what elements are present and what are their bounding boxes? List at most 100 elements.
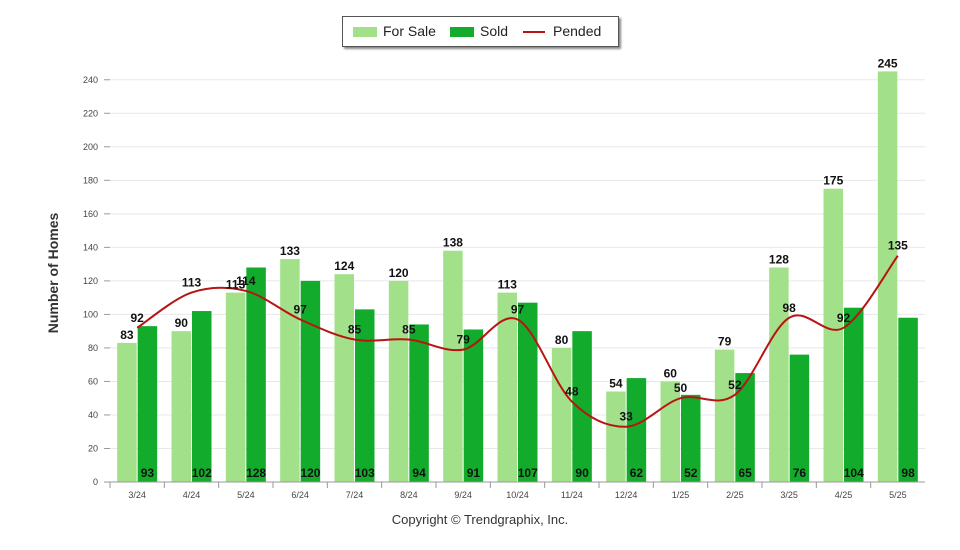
label-for-sale: 245 <box>878 56 898 70</box>
label-sold: 90 <box>575 466 589 480</box>
pended-line <box>136 255 899 428</box>
bar-for-sale <box>769 267 789 482</box>
bar-sold <box>898 317 918 482</box>
x-tick-label: 2/25 <box>726 490 744 500</box>
label-for-sale: 128 <box>769 252 789 266</box>
label-for-sale: 138 <box>443 236 463 250</box>
bar-for-sale <box>606 391 626 482</box>
y-tick-label: 80 <box>88 343 98 353</box>
x-tick-label: 3/25 <box>780 490 798 500</box>
label-for-sale: 83 <box>120 328 134 342</box>
bar-sold <box>735 373 755 482</box>
label-sold: 94 <box>412 466 426 480</box>
pended-line-path <box>136 255 899 428</box>
label-pended: 135 <box>888 239 908 253</box>
bar-sold <box>681 394 701 482</box>
label-sold: 93 <box>141 466 155 480</box>
bar-sold <box>463 329 484 482</box>
data-labels: 83 93 90 102 113 128 133 120 124 103 120 94 138 91 113… <box>120 56 915 480</box>
x-tick-label: 5/25 <box>889 490 907 500</box>
label-pended: 92 <box>130 311 144 325</box>
y-tick-label: 60 <box>88 376 98 386</box>
legend-swatch-pended <box>523 31 545 33</box>
bar-sold <box>137 326 158 482</box>
y-axis: 0 20 40 60 80 100 120 140 160 180 200 220 240 <box>83 75 110 487</box>
label-sold: 120 <box>300 466 320 480</box>
bar-for-sale <box>280 259 300 482</box>
bar-sold <box>192 311 212 482</box>
label-sold: 62 <box>630 466 644 480</box>
label-sold: 102 <box>192 466 212 480</box>
x-tick-label: 8/24 <box>400 490 418 500</box>
y-tick-label: 200 <box>83 142 98 152</box>
y-tick-label: 20 <box>88 443 98 453</box>
bar-for-sale <box>225 292 246 482</box>
label-sold: 104 <box>844 466 864 480</box>
bar-for-sale <box>117 342 137 482</box>
x-axis: 3/24 4/24 5/24 6/24 7/24 8/24 9/24 10/24 11/24 12… <box>104 481 925 500</box>
x-tick-label: 9/24 <box>454 490 472 500</box>
x-tick-label: 12/24 <box>615 490 638 500</box>
y-tick-label: 40 <box>88 410 98 420</box>
x-tick-label: 11/24 <box>561 490 583 500</box>
y-tick-label: 120 <box>83 276 98 286</box>
label-sold: 91 <box>467 466 481 480</box>
label-pended: 33 <box>619 410 633 424</box>
label-pended: 98 <box>782 301 796 315</box>
label-for-sale: 80 <box>555 333 569 347</box>
legend-swatch-sold <box>450 27 474 37</box>
bar-for-sale <box>334 274 354 482</box>
label-for-sale: 60 <box>664 366 678 380</box>
y-tick-label: 0 <box>93 477 98 487</box>
y-tick-label: 100 <box>83 309 98 319</box>
bar-for-sale <box>877 71 898 482</box>
bar-for-sale <box>171 331 191 482</box>
legend-label-for-sale: For Sale <box>383 23 436 39</box>
y-tick-label: 160 <box>83 209 98 219</box>
bar-for-sale <box>714 349 735 482</box>
bars <box>117 71 918 482</box>
label-for-sale: 79 <box>718 335 732 349</box>
label-pended: 50 <box>674 381 688 395</box>
bar-for-sale <box>443 250 463 482</box>
bar-sold <box>409 324 429 482</box>
label-for-sale: 124 <box>334 259 354 273</box>
x-tick-label: 3/24 <box>128 490 146 500</box>
bar-sold <box>246 267 266 482</box>
label-pended: 97 <box>511 302 525 316</box>
y-tick-label: 220 <box>83 108 98 118</box>
bar-sold <box>626 378 647 482</box>
bar-sold <box>300 280 321 482</box>
bar-sold <box>518 302 538 482</box>
label-pended: 52 <box>728 378 742 392</box>
label-for-sale: 90 <box>175 316 189 330</box>
x-tick-label: 5/24 <box>237 490 255 500</box>
bar-sold <box>789 354 810 482</box>
x-tick-label: 6/24 <box>291 490 309 500</box>
label-pended: 48 <box>565 385 579 399</box>
bar-for-sale <box>388 280 409 482</box>
label-sold: 107 <box>518 466 538 480</box>
gridlines <box>110 79 925 449</box>
label-sold: 52 <box>684 466 698 480</box>
label-pended: 113 <box>182 276 202 290</box>
copyright-text: Copyright © Trendgraphix, Inc. <box>391 512 569 527</box>
label-for-sale: 113 <box>498 278 518 292</box>
bar-for-sale <box>660 381 680 482</box>
label-pended: 97 <box>293 302 307 316</box>
label-sold: 76 <box>793 466 807 480</box>
label-pended: 92 <box>837 311 851 325</box>
label-for-sale: 113 <box>226 278 246 292</box>
label-for-sale: 133 <box>280 244 300 258</box>
label-pended: 85 <box>348 323 362 337</box>
label-sold: 98 <box>901 466 915 480</box>
bar-for-sale <box>823 188 843 482</box>
label-pended: 114 <box>236 274 256 288</box>
legend-label-pended: Pended <box>553 23 602 39</box>
legend-label-sold: Sold <box>480 23 509 39</box>
label-sold: 128 <box>246 466 266 480</box>
label-pended: 79 <box>456 333 470 347</box>
legend-swatch-for-sale <box>353 27 377 37</box>
bar-for-sale <box>551 347 572 482</box>
